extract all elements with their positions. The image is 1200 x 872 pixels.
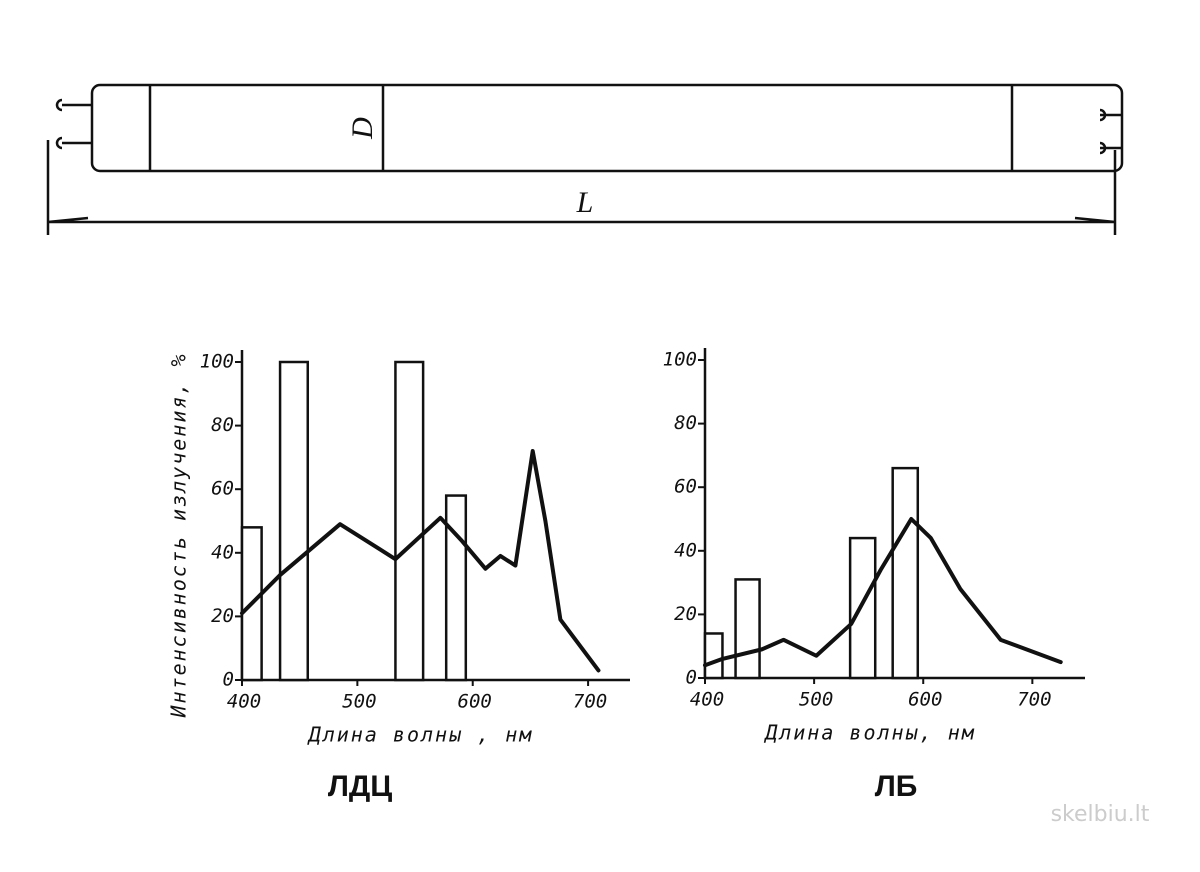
y-tick-label: 80 (211, 414, 234, 436)
x-tick-label: 500 (799, 689, 833, 711)
x-tick-label: 700 (1017, 689, 1051, 711)
bar (848, 536, 877, 680)
x-tick-label: 500 (342, 691, 376, 713)
length-dimension (46, 140, 1117, 235)
x-axis-label: Длина волны, нм (763, 721, 976, 745)
bar (278, 360, 310, 682)
x-tick-label: 600 (908, 689, 942, 711)
bar (891, 466, 920, 680)
tube (90, 83, 1124, 173)
bar (703, 632, 724, 680)
pins (1099, 108, 1122, 155)
y-tick-label: 20 (674, 603, 697, 625)
chart-title: ЛДЦ (328, 770, 392, 803)
y-tick-label: 100 (663, 349, 697, 371)
y-tick-label: 0 (686, 667, 697, 689)
y-tick-label: 40 (674, 539, 697, 561)
x-axis-label: Длина волны , нм (307, 723, 534, 747)
lamp-diagram: D L (46, 83, 1124, 235)
chart-title: ЛБ (875, 770, 918, 803)
bar (394, 360, 425, 682)
y-tick-label: 80 (674, 412, 697, 434)
spectrum-curve (703, 517, 1063, 668)
spectrum-curve (240, 449, 601, 673)
y-tick-label: 60 (211, 478, 234, 500)
x-tick-label: 700 (573, 691, 607, 713)
bar (734, 578, 761, 680)
x-tick-label: 400 (690, 689, 724, 711)
pins (55, 98, 92, 150)
y-tick-label: 40 (211, 541, 234, 563)
diameter-label: D (346, 117, 379, 140)
x-tick-label: 600 (458, 691, 492, 713)
bar (444, 494, 468, 682)
y-tick-label: 20 (211, 605, 234, 627)
y-tick-label: 100 (200, 351, 234, 373)
x-tick-label: 400 (227, 691, 261, 713)
watermark: skelbiu.lt (1051, 802, 1150, 827)
y-tick-label: 60 (674, 476, 697, 498)
y-tick-label: 0 (223, 669, 234, 691)
length-label: L (576, 186, 594, 219)
y-axis-label: Интенсивность излучения, % (167, 352, 191, 718)
